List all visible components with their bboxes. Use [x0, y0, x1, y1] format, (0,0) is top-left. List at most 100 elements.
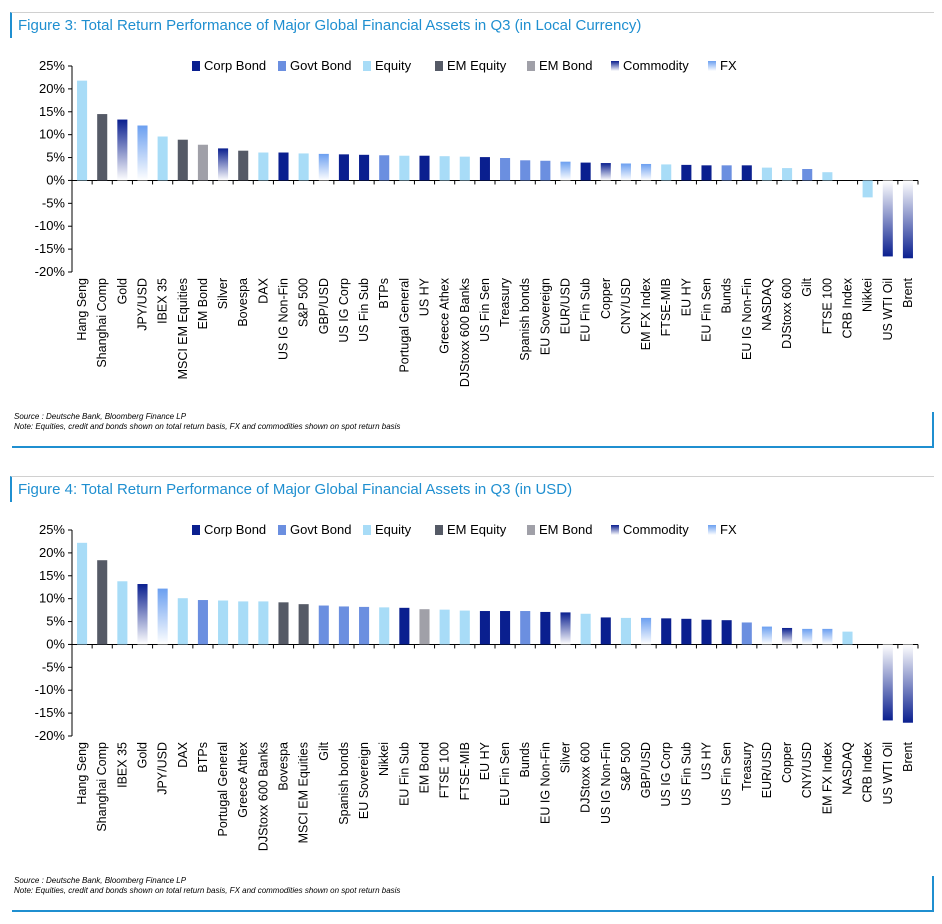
- bar-copper: [782, 627, 793, 645]
- category-label: EU Fin Sen: [498, 742, 512, 806]
- legend-label-commodity: Commodity: [623, 522, 689, 537]
- y-tick-label: 20%: [39, 545, 65, 560]
- bar-us-wti-oil: [882, 644, 893, 721]
- y-tick-label: 20%: [39, 81, 65, 96]
- category-label: Copper: [599, 278, 613, 319]
- y-tick-label: -15%: [35, 705, 66, 720]
- category-label: MSCI EM Equities: [176, 278, 190, 379]
- category-label: US HY: [700, 741, 714, 780]
- legend-label-corp-bond: Corp Bond: [204, 58, 266, 73]
- y-tick-label: 0%: [46, 636, 65, 651]
- category-label: US IG Corp: [659, 742, 673, 807]
- bar-copper: [600, 163, 611, 181]
- bar-djstoxx-600: [782, 168, 793, 181]
- legend-label-equity: Equity: [375, 58, 412, 73]
- category-label: Brent: [901, 741, 915, 771]
- category-label: IBEX 35: [156, 278, 170, 324]
- bar-dax: [258, 152, 269, 181]
- bar-dax: [177, 598, 188, 645]
- category-label: BTPs: [377, 278, 391, 309]
- category-label: EU IG Non-Fin: [538, 742, 552, 824]
- bar-btps: [379, 155, 390, 181]
- category-label: FTSE-MIB: [659, 278, 673, 336]
- bar-ftse-mib: [459, 610, 470, 645]
- source-note: Source : Deutsche Bank, Bloomberg Financ…: [14, 412, 187, 421]
- bar-eu-hy: [479, 611, 490, 645]
- legend-swatch-equity: [363, 525, 371, 535]
- category-label: EM FX Index: [820, 741, 834, 814]
- category-label: FTSE 100: [820, 278, 834, 334]
- bar-spanish-bonds: [338, 606, 349, 645]
- y-tick-label: -5%: [42, 195, 66, 210]
- category-label: US IG Corp: [337, 278, 351, 343]
- category-label: Gold: [115, 278, 129, 304]
- category-label: EU Sovereign: [538, 278, 552, 355]
- bar-bovespa: [278, 602, 289, 645]
- source-note: Source : Deutsche Bank, Bloomberg Financ…: [14, 876, 187, 885]
- bar-us-wti-oil: [882, 180, 893, 257]
- category-label: EUR/USD: [760, 742, 774, 798]
- category-label: Nikkei: [377, 742, 391, 776]
- bar-eur-usd: [560, 161, 571, 181]
- legend-label-commodity: Commodity: [623, 58, 689, 73]
- bar-djstoxx-600: [580, 613, 591, 645]
- category-label: EM Bond: [196, 278, 210, 329]
- y-tick-label: 25%: [39, 58, 65, 73]
- legend-swatch-fx: [708, 525, 716, 535]
- bar-ftse-mib: [661, 164, 672, 181]
- legend-swatch-commodity: [611, 61, 619, 71]
- bar-portugal-general: [218, 600, 229, 645]
- bar-bunds: [721, 165, 732, 181]
- bar-gilt: [318, 605, 329, 645]
- bar-msci-em-equities: [177, 139, 188, 181]
- category-label: Spanish bonds: [337, 742, 351, 825]
- category-label: Gilt: [317, 741, 331, 760]
- category-label: DAX: [176, 741, 190, 767]
- bar-ibex-35: [157, 136, 168, 181]
- category-label: EU Fin Sub: [397, 742, 411, 806]
- bar-jpy-usd: [137, 125, 148, 181]
- category-label: Treasury: [740, 741, 754, 791]
- category-label: EU Sovereign: [357, 742, 371, 819]
- y-tick-label: 5%: [46, 614, 65, 629]
- category-label: Treasury: [498, 277, 512, 327]
- figure-notes: Source : Deutsche Bank, Bloomberg Financ…: [12, 876, 934, 912]
- category-label: DJStoxx 600: [579, 742, 593, 813]
- legend-swatch-govt-bond: [278, 525, 286, 535]
- bar-nasdaq: [761, 167, 772, 181]
- legend-swatch-corp-bond: [192, 525, 200, 535]
- legend-swatch-em-equity: [435, 525, 443, 535]
- basis-note: Note: Equities, credit and bonds shown o…: [14, 422, 401, 431]
- bar-ftse-100: [822, 172, 833, 181]
- category-label: Bunds: [518, 742, 532, 777]
- category-label: EU HY: [478, 741, 492, 780]
- legend-label-equity: Equity: [375, 522, 412, 537]
- figure-title: Figure 3: Total Return Performance of Ma…: [10, 12, 934, 38]
- bar-eu-fin-sub: [580, 162, 591, 181]
- category-label: Hang Seng: [75, 742, 89, 805]
- figure-notes: Source : Deutsche Bank, Bloomberg Financ…: [12, 412, 934, 448]
- bar-hang-seng: [77, 80, 88, 181]
- category-label: Gold: [136, 742, 150, 768]
- category-label: MSCI EM Equities: [297, 742, 311, 843]
- category-label: CRB Index: [861, 741, 875, 802]
- category-label: Portugal General: [216, 742, 230, 837]
- category-label: US WTI Oil: [881, 742, 895, 805]
- bar-gold: [137, 584, 148, 645]
- category-label: Shanghai Comp: [95, 278, 109, 368]
- legend-label-em-equity: EM Equity: [447, 58, 507, 73]
- category-label: US IG Non-Fin: [599, 742, 613, 824]
- category-label: IBEX 35: [115, 742, 129, 788]
- category-label: US Fin Sub: [357, 278, 371, 342]
- bar-eu-ig-non-fin: [540, 611, 551, 645]
- legend-label-fx: FX: [720, 58, 737, 73]
- bar-em-bond: [419, 609, 430, 645]
- bar-ftse-100: [439, 609, 450, 645]
- legend-swatch-equity: [363, 61, 371, 71]
- category-label: US Fin Sen: [720, 742, 734, 806]
- category-label: US IG Non-Fin: [277, 278, 291, 360]
- category-label: JPY/USD: [156, 742, 170, 795]
- bar-s-p-500: [298, 153, 309, 181]
- category-label: EUR/USD: [559, 278, 573, 334]
- bar-portugal-general: [399, 155, 410, 181]
